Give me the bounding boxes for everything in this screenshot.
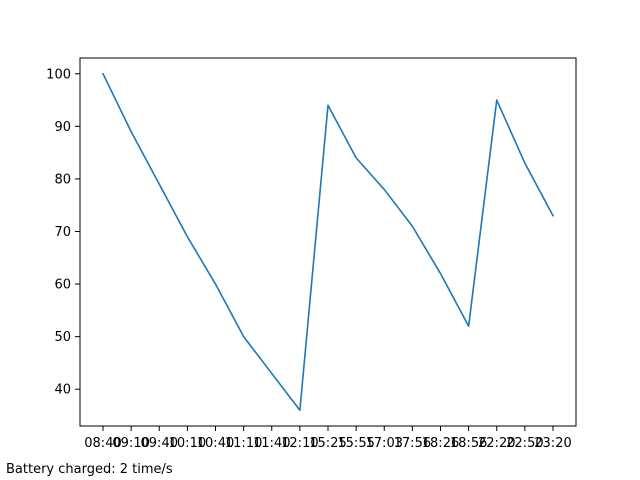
x-tick-label: 11:10 — [225, 436, 262, 451]
x-tick-label: 09:10 — [112, 436, 149, 451]
x-tick-label: 18:56 — [450, 436, 487, 451]
x-tick-label: 23:20 — [534, 436, 571, 451]
series-group — [101, 72, 555, 412]
battery-charge-note: Battery charged: 2 time/s — [6, 462, 173, 477]
y-tick-label: 60 — [54, 278, 71, 293]
x-tick-label: 17:56 — [394, 436, 431, 451]
x-tick-label: 17:03 — [366, 436, 403, 451]
x-tick-label: 22:20 — [478, 436, 515, 451]
x-tick-label: 18:26 — [422, 436, 459, 451]
x-tick-label: 10:10 — [169, 436, 206, 451]
battery-series-line — [101, 72, 555, 412]
y-tick-label: 50 — [54, 330, 71, 345]
x-tick-label: 15:55 — [337, 436, 374, 451]
x-tick-label: 11:40 — [253, 436, 290, 451]
y-tick-label: 90 — [54, 120, 71, 135]
x-tick-label: 10:40 — [197, 436, 234, 451]
x-axis-ticks: 08:4009:1009:4010:1010:4011:1011:4012:10… — [84, 426, 572, 451]
x-tick-label: 22:50 — [506, 436, 543, 451]
x-tick-label: 08:40 — [84, 436, 121, 451]
y-tick-label: 100 — [46, 67, 71, 82]
y-tick-label: 70 — [54, 225, 71, 240]
x-tick-label: 12:10 — [281, 436, 318, 451]
x-tick-label: 15:25 — [309, 436, 346, 451]
plot-frame — [79, 57, 577, 427]
y-axis-ticks: 40 50 60 70 80 90 100 — [46, 67, 80, 398]
y-tick-label: 80 — [54, 172, 71, 187]
y-tick-label: 40 — [54, 383, 71, 398]
x-tick-label: 09:40 — [141, 436, 178, 451]
